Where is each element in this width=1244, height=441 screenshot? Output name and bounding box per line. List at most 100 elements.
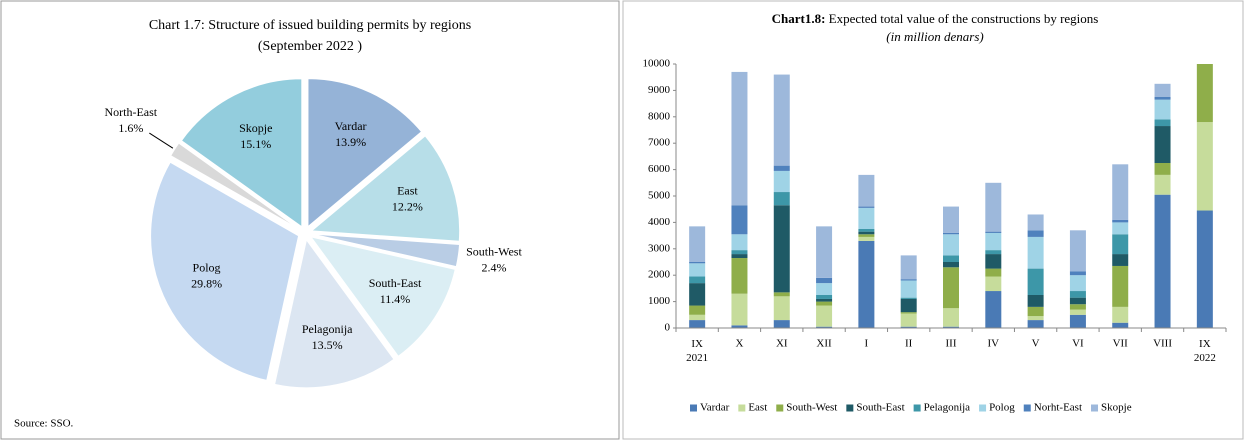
y-tick-label: 4000 bbox=[648, 216, 671, 228]
bar-segment bbox=[1027, 214, 1044, 231]
bar-segment bbox=[943, 267, 959, 309]
bar-segment bbox=[1154, 119, 1171, 127]
x-tick-label: X bbox=[735, 338, 743, 350]
legend-swatch bbox=[690, 404, 697, 412]
chart-subtitle: (in million denars) bbox=[886, 29, 984, 44]
bar-segment bbox=[900, 298, 917, 313]
pie-slice bbox=[311, 233, 461, 268]
title-text: Expected total value of the construction… bbox=[829, 11, 1099, 26]
pie-slice bbox=[309, 236, 456, 357]
bar-segment bbox=[1154, 99, 1171, 120]
slice-name: South-West bbox=[466, 245, 522, 259]
bar-segment bbox=[773, 205, 790, 293]
bar-segment bbox=[900, 297, 917, 299]
chart-subtitle: (September 2022 ) bbox=[258, 39, 363, 54]
bar-segment bbox=[816, 326, 833, 328]
slice-value: 13.9% bbox=[335, 135, 366, 149]
bar-segment bbox=[689, 226, 706, 262]
y-tick-label: 2000 bbox=[648, 269, 671, 281]
legend-swatch bbox=[738, 404, 746, 412]
slice-name: North-East bbox=[104, 105, 157, 119]
bar-segment bbox=[1112, 322, 1129, 328]
bar-segment bbox=[689, 262, 706, 264]
slice-name: East bbox=[397, 184, 418, 198]
bar-segment bbox=[1196, 210, 1213, 328]
bar-segment bbox=[1154, 97, 1171, 100]
bar-segment bbox=[985, 254, 1002, 269]
bar-segment bbox=[900, 279, 917, 281]
panel-border bbox=[0, 0, 620, 440]
pie-slice bbox=[310, 135, 461, 242]
bar-segment bbox=[1196, 122, 1213, 211]
bar-segment bbox=[1069, 271, 1086, 276]
bar-segment bbox=[773, 296, 790, 321]
bar-segment bbox=[731, 293, 748, 326]
bar-segment bbox=[900, 312, 917, 314]
bar-segment bbox=[731, 205, 748, 235]
y-tick-label: 1000 bbox=[648, 295, 671, 307]
bar-segment bbox=[1154, 174, 1171, 195]
bar-segment bbox=[985, 232, 1002, 251]
bar-segment bbox=[1069, 304, 1086, 310]
panel-border bbox=[622, 0, 1244, 440]
bar-segment bbox=[943, 232, 959, 235]
legend-label: Norht-East bbox=[1034, 402, 1082, 414]
bar-segment bbox=[1196, 64, 1213, 123]
chart-title: Chart 1.7: Structure of issued building … bbox=[149, 18, 471, 33]
legend-swatch bbox=[776, 404, 784, 412]
title-lead: Chart1.8: bbox=[772, 11, 826, 26]
bar-segment bbox=[1027, 295, 1044, 307]
slice-value: 12.2% bbox=[392, 200, 423, 214]
bar-segment bbox=[1112, 254, 1129, 266]
y-tick-label: 8000 bbox=[648, 110, 671, 122]
bar-segment bbox=[773, 292, 790, 297]
x-tick-label: IX 2022 bbox=[1194, 338, 1216, 364]
bar-segment bbox=[731, 234, 748, 251]
bar-segment bbox=[689, 314, 706, 321]
bar-segment bbox=[985, 291, 1002, 328]
bar-segment bbox=[900, 326, 917, 328]
legend-swatch bbox=[1091, 404, 1099, 412]
bar-segment bbox=[1112, 164, 1129, 220]
bar-segment bbox=[689, 320, 706, 328]
x-tick-label: XI bbox=[776, 338, 788, 350]
x-tick-label: VI bbox=[1072, 338, 1084, 350]
bar-segment bbox=[1027, 230, 1044, 237]
y-tick-label: 0 bbox=[665, 322, 671, 334]
bar-segment bbox=[816, 226, 833, 278]
chart-title: Chart1.8: Expected total value of the co… bbox=[772, 11, 1099, 26]
bar-segment bbox=[1027, 316, 1044, 321]
bar-segment bbox=[731, 258, 748, 294]
legend-label: South-East bbox=[856, 402, 904, 414]
y-tick-label: 6000 bbox=[648, 163, 671, 175]
legend-label: Pelagonija bbox=[924, 402, 971, 414]
bar-segment bbox=[1069, 291, 1086, 298]
y-tick-label: 9000 bbox=[648, 84, 671, 96]
bar-segment bbox=[689, 263, 706, 277]
bar-segment bbox=[858, 207, 875, 229]
bar-segment bbox=[1197, 48, 1213, 56]
bar-segment bbox=[1069, 314, 1086, 328]
bar-segment bbox=[816, 298, 833, 302]
pie-slice bbox=[307, 78, 423, 228]
legend-swatch bbox=[1023, 404, 1031, 412]
bar-segment bbox=[773, 74, 790, 166]
legend-label: Vardar bbox=[700, 402, 730, 414]
bar-segment bbox=[773, 320, 790, 328]
bar-segment bbox=[689, 276, 706, 284]
bar-segment bbox=[816, 295, 833, 299]
slice-name: Polog bbox=[193, 260, 221, 274]
bar-segment bbox=[773, 165, 790, 171]
bar-segment bbox=[816, 277, 833, 284]
slice-name: Pelagonija bbox=[302, 322, 353, 336]
x-tick-label: V bbox=[1032, 338, 1040, 350]
y-tick-label: 5000 bbox=[648, 190, 671, 202]
x-tick-label: VII bbox=[1113, 338, 1129, 350]
bar-segment bbox=[1112, 306, 1129, 323]
bar-segment bbox=[985, 268, 1002, 277]
bar-segment bbox=[943, 255, 959, 262]
bar-segment bbox=[1069, 275, 1086, 292]
bar-segment bbox=[1112, 265, 1129, 307]
pie-slice bbox=[170, 142, 300, 230]
bar-segment bbox=[1027, 236, 1044, 269]
